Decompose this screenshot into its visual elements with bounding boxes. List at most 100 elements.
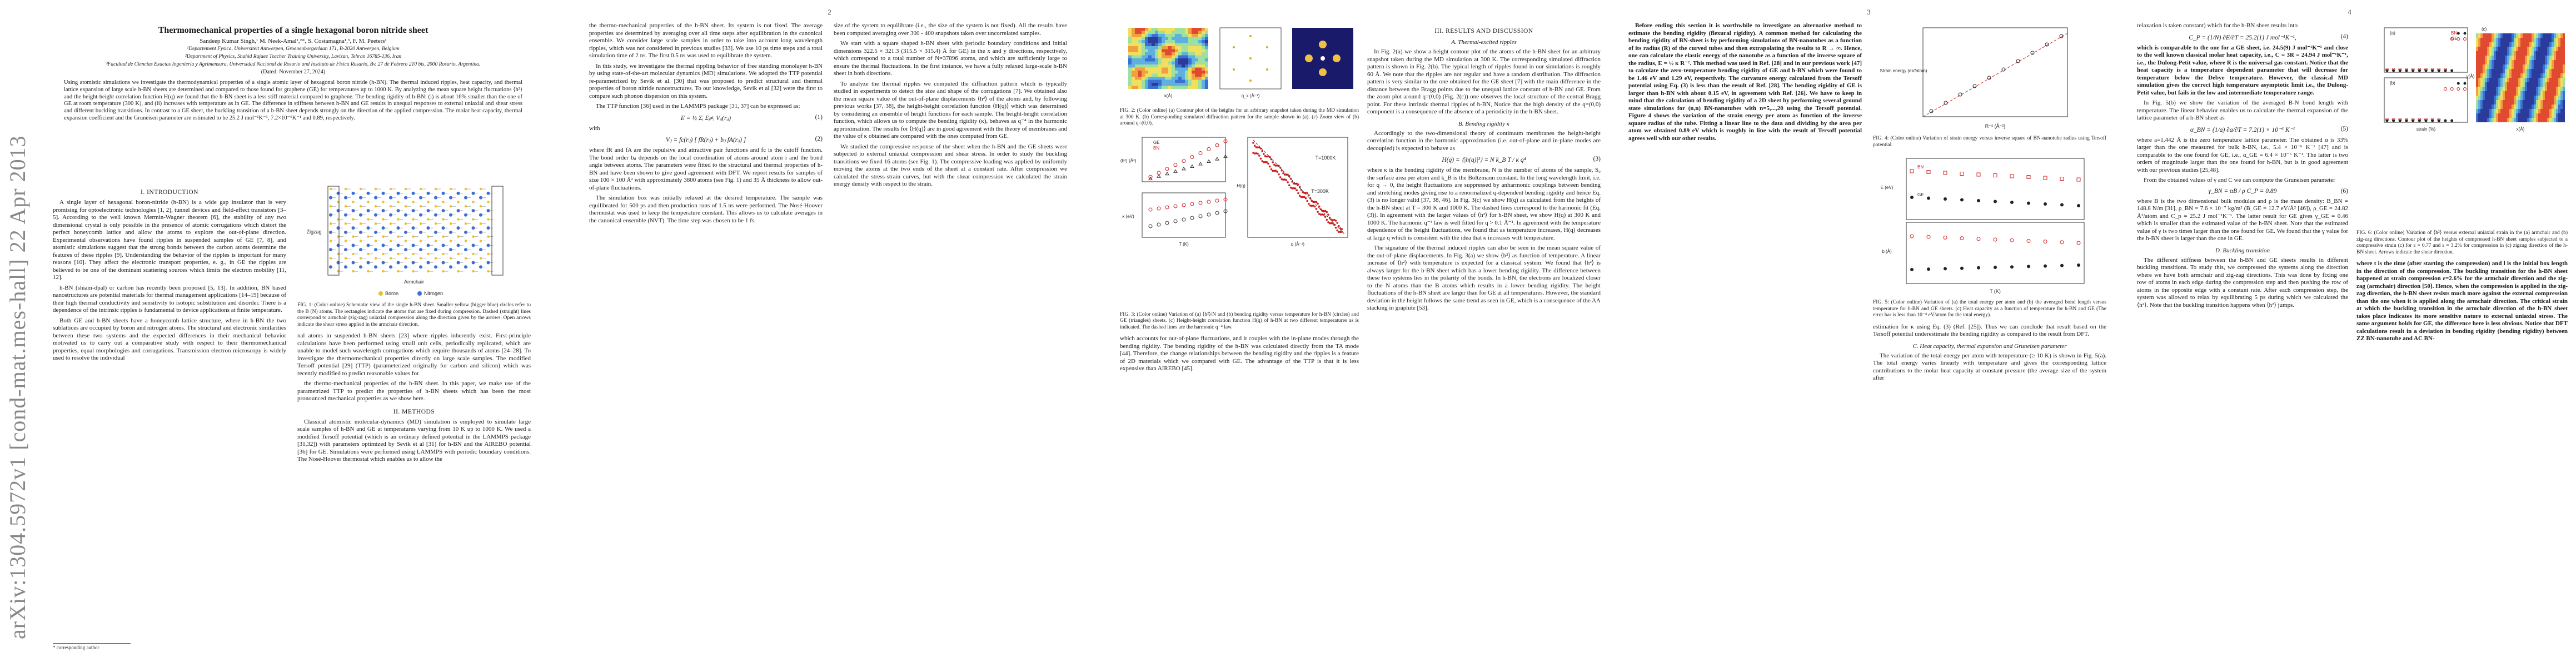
contour-cell bbox=[2485, 56, 2487, 60]
contour-cell bbox=[1192, 79, 1195, 83]
contour-cell bbox=[1182, 61, 1185, 64]
contour-cell bbox=[1152, 28, 1155, 31]
contour-cell bbox=[2545, 47, 2547, 51]
contour-cell bbox=[1202, 40, 1205, 43]
contour-cell bbox=[2478, 69, 2480, 73]
contour-cell bbox=[2494, 73, 2496, 78]
contour-cell bbox=[2507, 78, 2509, 82]
figure-3a-bn-point bbox=[1190, 155, 1194, 159]
contour-cell bbox=[2538, 104, 2540, 109]
contour-cell bbox=[2529, 56, 2532, 60]
contour-cell bbox=[2538, 87, 2540, 91]
affiliation-3: ³Facultad de Ciencias Exactas Ingeniería… bbox=[106, 62, 481, 67]
figure-3b-bn-point bbox=[1198, 214, 1203, 218]
figure-5a-bn-point bbox=[1926, 170, 1931, 174]
contour-cell bbox=[2547, 64, 2549, 69]
equation-5-body: α_BN = (1/a) ∂a/∂T = 7.2(1) × 10⁻⁶ K⁻¹ bbox=[2190, 126, 2295, 133]
nitrogen-atom bbox=[404, 248, 407, 252]
contour-cell bbox=[2492, 82, 2494, 87]
contour-cell bbox=[1165, 55, 1168, 58]
paper-title: Thermomechanical properties of a single … bbox=[158, 26, 428, 35]
figure-3c-h-point bbox=[1311, 204, 1313, 207]
contour-cell bbox=[1145, 31, 1148, 34]
contour-cell bbox=[2532, 91, 2534, 96]
boron-atom bbox=[479, 257, 482, 260]
contour-cell bbox=[2560, 96, 2563, 100]
contour-cell bbox=[2534, 60, 2536, 64]
contour-cell bbox=[2512, 47, 2514, 51]
contour-cell bbox=[2505, 104, 2507, 109]
contour-cell bbox=[1168, 55, 1172, 58]
contour-cell bbox=[1178, 64, 1182, 68]
contour-cell bbox=[1182, 64, 1185, 68]
nitrogen-atom bbox=[456, 208, 460, 212]
contour-cell bbox=[2560, 38, 2563, 42]
contour-cell bbox=[2512, 91, 2514, 96]
boron-atom bbox=[442, 270, 445, 273]
contour-cell bbox=[2534, 78, 2536, 82]
contour-cell bbox=[1188, 61, 1192, 64]
contour-cell bbox=[2543, 109, 2545, 113]
contour-cell bbox=[1128, 31, 1132, 34]
contour-cell bbox=[2518, 42, 2520, 47]
contour-cell bbox=[2536, 82, 2538, 87]
contour-cell bbox=[2503, 104, 2505, 109]
contour-cell bbox=[2543, 69, 2545, 73]
contour-cell bbox=[1135, 43, 1138, 46]
contour-cell bbox=[1185, 83, 1188, 86]
contour-cell bbox=[2552, 78, 2554, 82]
contour-cell bbox=[2520, 78, 2523, 82]
figure-3c-h-point bbox=[1303, 196, 1306, 198]
contour-cell bbox=[1142, 37, 1145, 40]
boron-atom bbox=[352, 201, 355, 203]
page-2-figure-column: x(Å) q_x (Å⁻¹) FIG. 2: (Color online) (a)… bbox=[1106, 0, 1615, 667]
contour-cell bbox=[2520, 109, 2523, 113]
contour-cell bbox=[1162, 49, 1165, 52]
contour-cell bbox=[2505, 38, 2507, 42]
contour-cell bbox=[1132, 58, 1135, 62]
contour-cell bbox=[1168, 61, 1172, 64]
nitrogen-atom bbox=[389, 196, 392, 200]
contour-cell bbox=[2514, 73, 2516, 78]
contour-cell bbox=[2520, 42, 2523, 47]
figure-4-data-point bbox=[2059, 34, 2064, 38]
contour-cell bbox=[2476, 91, 2478, 96]
contour-cell bbox=[1132, 34, 1135, 37]
contour-cell bbox=[1148, 28, 1152, 31]
contour-cell bbox=[2518, 64, 2520, 69]
contour-cell bbox=[2525, 118, 2527, 122]
figure-5a-ylabel: E (eV) bbox=[1881, 185, 1894, 190]
contour-cell bbox=[2558, 104, 2560, 109]
contour-cell bbox=[2556, 118, 2558, 122]
contour-cell bbox=[2540, 60, 2543, 64]
figure-3c-h-point bbox=[1255, 152, 1258, 155]
contour-cell bbox=[2514, 91, 2516, 96]
nitrogen-atom bbox=[366, 243, 370, 247]
contour-cell bbox=[2507, 104, 2509, 109]
contour-cell bbox=[2556, 100, 2558, 104]
contour-cell bbox=[2543, 51, 2545, 56]
contour-cell bbox=[2529, 91, 2532, 96]
figure-6-plot: (a) (b) BN GE strain (%) (c) x(Å) y(Å) bbox=[2356, 22, 2568, 228]
contour-cell bbox=[2549, 118, 2552, 122]
nitrogen-atom bbox=[456, 243, 460, 247]
equation-2-number: (2) bbox=[815, 136, 823, 142]
contour-cell bbox=[1165, 64, 1168, 68]
nitrogen-atom bbox=[374, 213, 377, 217]
contour-cell bbox=[2556, 96, 2558, 100]
figure-5a-bn-point bbox=[1960, 172, 1964, 176]
zoom-peak bbox=[1319, 68, 1327, 76]
contour-cell bbox=[1178, 43, 1182, 46]
contour-cell bbox=[2540, 87, 2543, 91]
boron-atom bbox=[442, 201, 445, 203]
contour-cell bbox=[2534, 69, 2536, 73]
figure-3b-bn-point bbox=[1165, 221, 1169, 225]
figure-3c-h-point bbox=[1294, 182, 1297, 185]
figure-3c-h-point bbox=[1294, 187, 1297, 190]
contour-cell bbox=[2492, 91, 2494, 96]
contour-cell bbox=[2547, 69, 2549, 73]
contour-cell bbox=[1175, 37, 1178, 40]
figure-3c-h-point bbox=[1259, 147, 1262, 150]
contour-cell bbox=[1198, 37, 1202, 40]
